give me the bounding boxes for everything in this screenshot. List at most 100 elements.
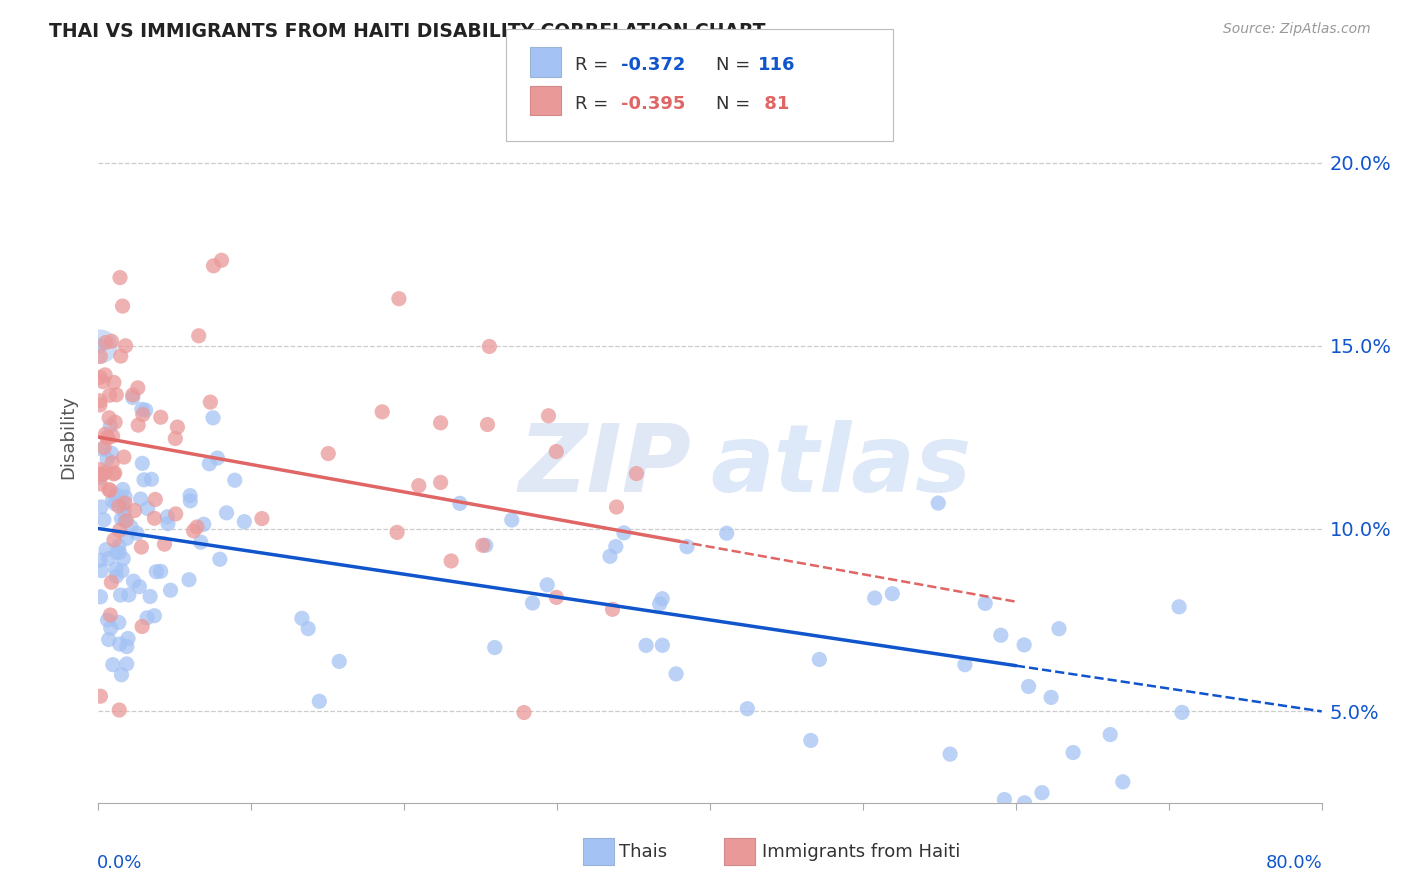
Point [198, 457, 221, 471]
Point [105, 488, 128, 502]
Point [651, 638, 673, 652]
Point [143, 608, 166, 623]
Point [537, 409, 560, 423]
Point [429, 416, 451, 430]
Point [89, 462, 111, 476]
Point [90, 467, 112, 482]
Point [648, 597, 671, 611]
Point [122, 574, 145, 589]
Point [104, 466, 127, 480]
Point [484, 640, 506, 655]
Point [108, 637, 131, 651]
Point [94, 542, 117, 557]
Point [100, 446, 122, 460]
Point [1062, 746, 1084, 760]
Point [124, 503, 146, 517]
Point [179, 493, 201, 508]
Point [651, 591, 673, 606]
Point [408, 478, 430, 492]
Point [808, 652, 831, 666]
Point [112, 450, 135, 464]
Point [190, 535, 212, 549]
Point [1099, 727, 1122, 741]
Point [602, 602, 624, 616]
Point [114, 490, 136, 504]
Point [882, 587, 904, 601]
Point [202, 259, 225, 273]
Point [112, 551, 135, 566]
Point [546, 591, 568, 605]
Point [114, 496, 136, 510]
Point [156, 509, 179, 524]
Point [131, 402, 153, 417]
Point [117, 632, 139, 646]
Point [145, 565, 167, 579]
Point [143, 511, 166, 525]
Point [110, 588, 132, 602]
Point [149, 564, 172, 578]
Point [474, 538, 496, 552]
Point [107, 499, 129, 513]
Point [101, 657, 124, 672]
Text: R =: R = [575, 95, 614, 112]
Point [98, 608, 121, 623]
Point [139, 590, 162, 604]
Point [208, 552, 231, 566]
Point [94, 427, 117, 442]
Point [111, 299, 134, 313]
Point [101, 456, 124, 470]
Point [91, 467, 114, 482]
Point [89, 398, 111, 412]
Point [179, 489, 201, 503]
Point [605, 540, 627, 554]
Point [1018, 680, 1040, 694]
Point [676, 540, 699, 554]
Point [104, 415, 127, 429]
Y-axis label: Disability: Disability [59, 395, 77, 479]
Point [96, 431, 118, 445]
Point [100, 621, 122, 635]
Point [89, 339, 111, 353]
Point [522, 596, 544, 610]
Point [111, 564, 134, 578]
Point [121, 391, 143, 405]
Point [990, 628, 1012, 642]
Point [103, 376, 125, 390]
Text: 80.0%: 80.0% [1267, 854, 1323, 872]
Point [927, 496, 949, 510]
Point [202, 410, 225, 425]
Point [388, 292, 411, 306]
Point [131, 456, 153, 470]
Point [100, 334, 122, 349]
Point [993, 792, 1015, 806]
Point [613, 525, 636, 540]
Point [250, 511, 273, 525]
Point [1040, 690, 1063, 705]
Point [98, 388, 121, 402]
Point [93, 441, 115, 455]
Point [440, 554, 463, 568]
Point [385, 525, 408, 540]
Point [513, 706, 536, 720]
Point [224, 473, 246, 487]
Point [108, 703, 131, 717]
Point [90, 564, 112, 578]
Point [100, 575, 122, 590]
Point [328, 654, 350, 668]
Point [128, 580, 150, 594]
Point [536, 578, 558, 592]
Point [127, 418, 149, 433]
Point [863, 591, 886, 605]
Point [141, 472, 163, 486]
Text: -0.372: -0.372 [621, 56, 686, 74]
Point [233, 515, 256, 529]
Point [297, 622, 319, 636]
Text: THAI VS IMMIGRANTS FROM HAITI DISABILITY CORRELATION CHART: THAI VS IMMIGRANTS FROM HAITI DISABILITY… [49, 22, 766, 41]
Point [94, 335, 117, 350]
Point [636, 639, 658, 653]
Text: 81: 81 [758, 95, 789, 112]
Point [1112, 775, 1135, 789]
Point [159, 583, 181, 598]
Point [1047, 622, 1070, 636]
Point [183, 524, 205, 538]
